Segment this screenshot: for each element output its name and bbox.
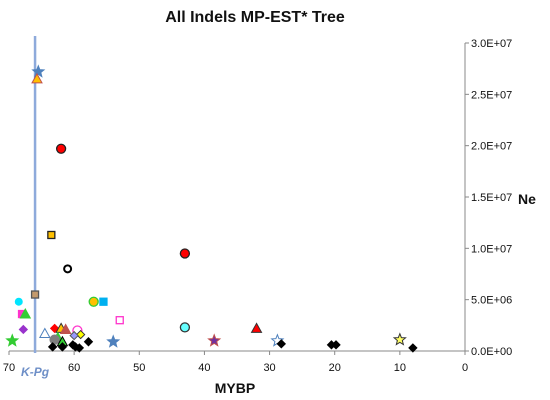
data-point-ring (63, 264, 73, 274)
x-tick-label: 50 (133, 362, 145, 374)
y-tick-label: 2.5E+07 (471, 89, 512, 101)
data-point-star (5, 333, 20, 347)
data-point-square (47, 230, 56, 240)
data-point-circle (88, 296, 99, 307)
chart-title: All Indels MP-EST* Tree (165, 9, 345, 26)
x-tick-label: 10 (394, 362, 406, 374)
x-tick-label: 0 (462, 362, 468, 374)
kpg-label: K-Pg (21, 365, 50, 379)
x-tick-label: 20 (329, 362, 341, 374)
data-point-diamond (49, 323, 60, 334)
data-point-triangle (59, 323, 72, 334)
data-point-square (115, 316, 124, 325)
x-tick-label: 60 (68, 362, 80, 374)
data-point-triangle (250, 322, 263, 333)
data-point-triangle (31, 72, 43, 84)
data-point-triangle (38, 327, 51, 339)
data-point-star (207, 333, 222, 347)
y-tick-label: 5.0E+06 (471, 295, 512, 307)
data-points (5, 64, 418, 353)
data-point-diamond (276, 339, 287, 349)
x-tick-label: 70 (3, 362, 15, 374)
axes: 70 60 50 40 30 20 10 00.0E+00 5.0E+06 1.0E+07 1.5E… (3, 38, 512, 374)
y-tick-label: 3.0E+07 (471, 38, 512, 50)
data-point-circle (49, 334, 60, 345)
x-tick-label: 40 (198, 362, 210, 374)
data-point-dot (14, 297, 23, 306)
data-point-triangle (19, 308, 32, 319)
x-tick-label: 30 (263, 362, 275, 374)
x-axis-label: MYBP (215, 380, 255, 396)
y-tick-label: 0.0E+00 (471, 346, 512, 358)
data-point-square (99, 297, 108, 306)
data-point-diamond (331, 340, 341, 350)
data-point-diamond (57, 342, 68, 352)
data-point-circle (179, 248, 191, 259)
data-point-diamond (69, 330, 79, 341)
data-point-square (30, 290, 40, 299)
y-tick-label: 1.5E+07 (471, 192, 512, 204)
kpg-reference: K-Pg (21, 36, 50, 379)
data-point-diamond (74, 343, 85, 353)
y-axis-label: Ne (518, 191, 536, 207)
data-point-diamond (18, 324, 29, 335)
data-point-diamond (47, 342, 58, 352)
y-tick-label: 2.0E+07 (471, 141, 512, 153)
data-point-star (392, 332, 407, 346)
data-point-diamond (83, 337, 94, 347)
y-tick-label: 1.0E+07 (471, 243, 512, 255)
data-point-circle (55, 143, 67, 154)
data-point-star (31, 64, 46, 78)
data-point-diamond (75, 329, 86, 340)
data-point-circle (179, 322, 191, 333)
data-point-diamond (408, 343, 418, 353)
data-point-star (106, 334, 121, 348)
